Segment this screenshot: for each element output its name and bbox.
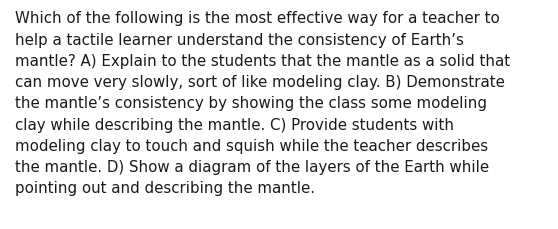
Text: Which of the following is the most effective way for a teacher to
help a tactile: Which of the following is the most effec… (16, 11, 511, 195)
